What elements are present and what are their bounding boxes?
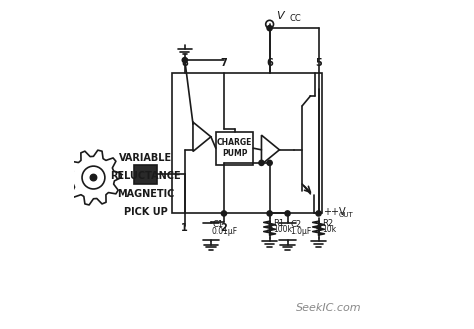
Text: R1: R1 [273,219,284,228]
Text: VARIABLE: VARIABLE [119,153,172,163]
Text: 1: 1 [182,223,188,233]
Text: CHARGE
PUMP: CHARGE PUMP [217,139,252,158]
Text: 0.01μF: 0.01μF [212,227,238,236]
Text: OUT: OUT [339,212,354,218]
Circle shape [221,211,227,216]
Circle shape [267,211,272,216]
Text: C2: C2 [291,220,302,229]
Circle shape [90,174,97,181]
Text: 7: 7 [220,58,228,68]
Text: 100k: 100k [273,225,292,234]
Text: 8: 8 [182,58,188,68]
Text: SeekIC.com: SeekIC.com [295,303,361,313]
Text: 1.0μF: 1.0μF [290,227,311,236]
Circle shape [259,160,264,165]
Text: 3: 3 [266,223,273,233]
Text: 4: 4 [315,223,322,233]
Text: 6: 6 [266,58,273,68]
Circle shape [316,211,321,216]
Bar [134,164,157,184]
Text: ++V: ++V [323,207,346,217]
Circle shape [267,160,272,165]
Text: C1: C1 [212,220,224,229]
Text: MAGNETIC: MAGNETIC [117,189,174,199]
Text: RELUCTANCE: RELUCTANCE [110,171,181,181]
Text: 10k: 10k [322,225,336,234]
Bar [216,132,253,164]
Text: 2: 2 [220,223,228,233]
Circle shape [267,26,272,31]
Polygon shape [193,122,211,151]
Text: CC: CC [289,14,301,23]
Text: V: V [276,11,284,21]
Text: R2: R2 [322,219,333,228]
Bar [172,73,322,214]
Text: 5: 5 [315,58,322,68]
Polygon shape [262,135,279,164]
Circle shape [182,58,187,63]
Circle shape [285,211,290,216]
Text: PICK UP: PICK UP [124,207,167,217]
